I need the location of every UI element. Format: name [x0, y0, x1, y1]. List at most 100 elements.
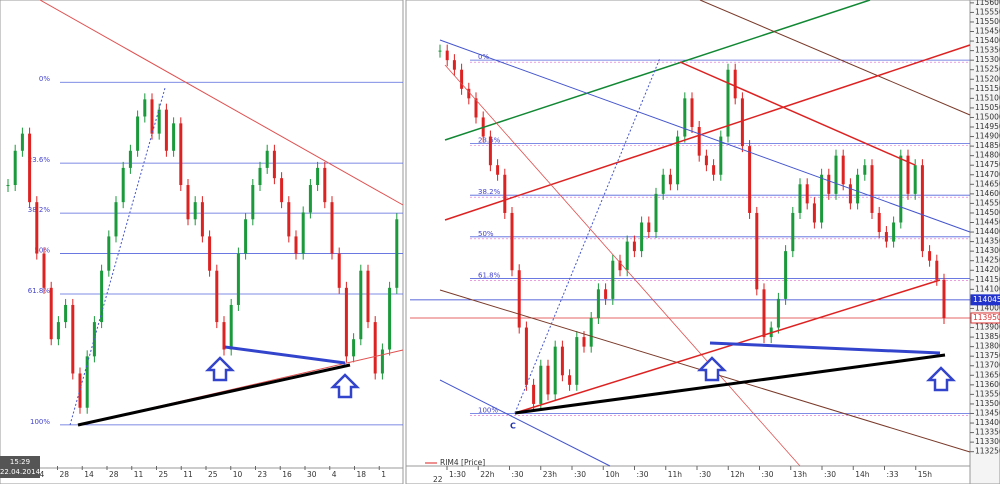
y-tick-label: 115450: [975, 27, 1000, 36]
fib-label: 50%: [34, 247, 50, 255]
candle: [690, 98, 694, 128]
y-tick-label: 114750: [975, 160, 1000, 169]
candle: [712, 165, 716, 175]
y-tick-label: 114900: [975, 132, 1000, 141]
candle: [820, 174, 824, 223]
candle: [474, 98, 478, 118]
y-tick-label: 114550: [975, 198, 1000, 207]
candle: [539, 365, 543, 404]
candle: [445, 50, 449, 61]
candle: [316, 167, 320, 186]
y-tick-label: 113850: [975, 332, 1000, 341]
x-tick-label: 14: [84, 470, 94, 479]
point-label: C: [510, 422, 516, 431]
y-tick-label: 114350: [975, 237, 1000, 246]
x-tick-label: 23: [258, 470, 268, 479]
x-tick-label: 25: [208, 470, 218, 479]
candle: [265, 150, 269, 168]
x-tick-label: 4: [332, 470, 337, 479]
trend-line: [39, 0, 404, 206]
fib-label: 38.2%: [28, 206, 51, 214]
candle: [596, 289, 600, 318]
price-tag-label: 113950: [973, 313, 1000, 322]
candle: [726, 69, 730, 137]
candle: [373, 322, 377, 374]
x-tick-label: 25: [159, 470, 169, 479]
status-date: 22.04.2014: [0, 468, 41, 476]
x-tick-label: 16: [282, 470, 292, 479]
fib-label: 0%: [478, 53, 489, 61]
x-tick-label: 23h: [543, 470, 558, 479]
candle: [870, 165, 874, 213]
y-tick-label: 113300: [975, 437, 1000, 446]
candle: [510, 212, 514, 271]
candle: [143, 99, 147, 117]
candle: [863, 165, 867, 175]
y-tick-label: 115350: [975, 46, 1000, 55]
trend-lines: [39, 0, 971, 467]
candle: [467, 88, 471, 99]
candle: [388, 287, 392, 350]
candle: [460, 69, 464, 89]
y-tick-label: 114200: [975, 265, 1000, 274]
candle: [524, 327, 528, 385]
y-tick-label: 114950: [975, 122, 1000, 131]
candle: [856, 174, 860, 204]
status-box: [0, 456, 40, 478]
up-arrow: [204, 356, 236, 382]
y-tick-label: 114100: [975, 284, 1000, 293]
candle: [244, 219, 248, 254]
x-tick-label: 13h: [793, 470, 808, 479]
trend-line: [224, 345, 346, 365]
price-tag: [970, 294, 1000, 306]
x-tick-label: :30: [762, 470, 774, 479]
x-tick-label: 28: [60, 470, 70, 479]
trend-line: [679, 61, 916, 166]
fib-label: 100%: [478, 406, 498, 414]
candle: [488, 136, 492, 166]
price-tag: [970, 312, 1000, 324]
y-tick-label: 115300: [975, 55, 1000, 64]
candle: [323, 167, 327, 203]
trend-line: [439, 39, 971, 233]
y-tick-label: 115250: [975, 65, 1000, 74]
trend-line: [444, 0, 871, 141]
y-tick-label: 115400: [975, 36, 1000, 45]
candle: [229, 304, 233, 350]
candle: [251, 185, 255, 220]
candle: [899, 155, 903, 223]
candle: [647, 222, 651, 233]
candle: [625, 241, 629, 271]
x-tick-label: :30: [637, 470, 649, 479]
candle: [496, 165, 500, 175]
y-tick-label: 114600: [975, 189, 1000, 198]
trend-line: [439, 379, 611, 467]
price-axis: [969, 0, 1000, 484]
candle: [6, 185, 10, 187]
up-arrow: [329, 373, 361, 399]
candle: [892, 222, 896, 242]
candle: [222, 322, 226, 350]
candle: [193, 202, 197, 220]
y-tick-label: 115100: [975, 93, 1000, 102]
x-tick-label: 15h: [918, 470, 933, 479]
x-tick-label: 30: [307, 470, 317, 479]
candle: [308, 185, 312, 213]
y-tick-label: 113700: [975, 361, 1000, 370]
candle: [848, 184, 852, 204]
candle: [913, 165, 917, 194]
candle: [107, 236, 111, 271]
candle: [280, 178, 284, 203]
trend-line: [514, 353, 946, 415]
candle: [942, 279, 946, 318]
candle: [330, 202, 334, 254]
candle: [64, 304, 68, 323]
candle: [337, 253, 341, 288]
legend: RIM4 [Price]: [440, 458, 485, 467]
trend-line: [699, 0, 971, 116]
right-panel: [405, 0, 971, 484]
fib-label: 38.2%: [478, 188, 501, 196]
trend-line: [514, 279, 941, 414]
